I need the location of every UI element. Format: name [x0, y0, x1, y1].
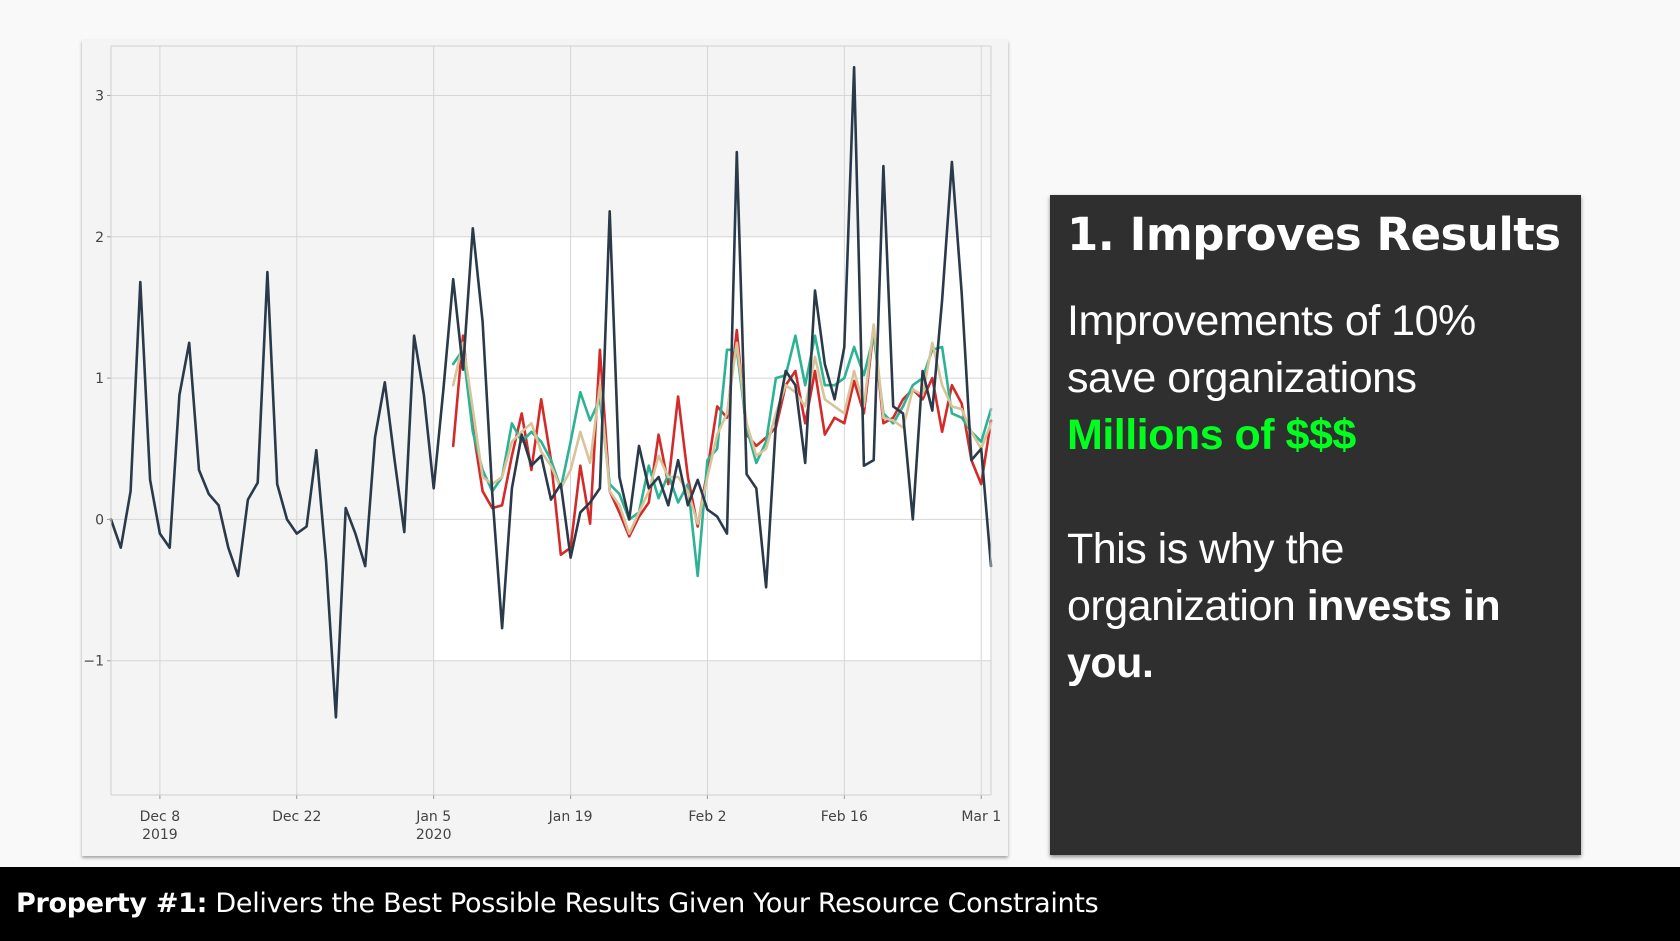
panel-heading: 1. Improves Results: [1067, 208, 1561, 261]
x-tick-label: Feb 2: [688, 809, 726, 825]
y-tick-label: 0: [95, 512, 104, 528]
panel-line-2: save organizations: [1067, 354, 1417, 402]
x-tick-label: Jan 19: [548, 809, 593, 825]
panel-line-4: This is why the: [1067, 525, 1344, 573]
y-tick-label: −1: [83, 654, 104, 670]
panel-line-1: Improvements of 10%: [1067, 297, 1476, 345]
info-panel: 1. Improves Results Improvements of 10% …: [1050, 195, 1581, 855]
panel-highlight: Millions of $$$: [1067, 411, 1356, 459]
y-tick-label: 3: [95, 88, 104, 104]
x-tick-label: Jan 5: [415, 809, 451, 825]
x-tick-year-label: 2019: [142, 827, 178, 843]
series-line-actual: [109, 65, 993, 719]
chart-series: [109, 65, 993, 719]
series-line-teal: [451, 334, 993, 578]
series-line-tan: [451, 323, 993, 535]
y-tick-label: 2: [95, 230, 104, 246]
panel-line-6: you.: [1067, 639, 1154, 687]
panel-line-5-bold: invests in: [1306, 582, 1501, 630]
y-tick-label: 1: [95, 371, 104, 387]
x-tick-label: Feb 16: [821, 809, 868, 825]
footer-text: Delivers the Best Possible Results Given…: [207, 888, 1099, 919]
footer-bar: Property #1: Delivers the Best Possible …: [0, 867, 1680, 941]
x-tick-year-label: 2020: [416, 827, 452, 843]
panel-line-5: organization invests in: [1067, 578, 1563, 635]
line-chart: 3 2 1 0 −1 Dec 8 2019 Dec 22 Jan 5 2020 Jan 19 Feb …: [83, 45, 1001, 843]
chart-axes: 3 2 1 0 −1 Dec 8 2019 Dec 22 Jan 5 2020 Jan 19 Feb …: [83, 45, 1001, 843]
panel-spacer: [1067, 464, 1563, 521]
chart-card: 3 2 1 0 −1 Dec 8 2019 Dec 22 Jan 5 2020 Jan 19 Feb …: [82, 40, 1008, 856]
panel-line-5-prefix: organization: [1067, 582, 1307, 630]
panel-body: Improvements of 10% save organizations M…: [1067, 293, 1563, 692]
footer-property-label: Property #1:: [16, 888, 208, 919]
x-tick-label: Dec 22: [272, 809, 321, 825]
x-tick-label: Mar 1: [961, 809, 1001, 825]
x-tick-label: Dec 8: [140, 809, 180, 825]
